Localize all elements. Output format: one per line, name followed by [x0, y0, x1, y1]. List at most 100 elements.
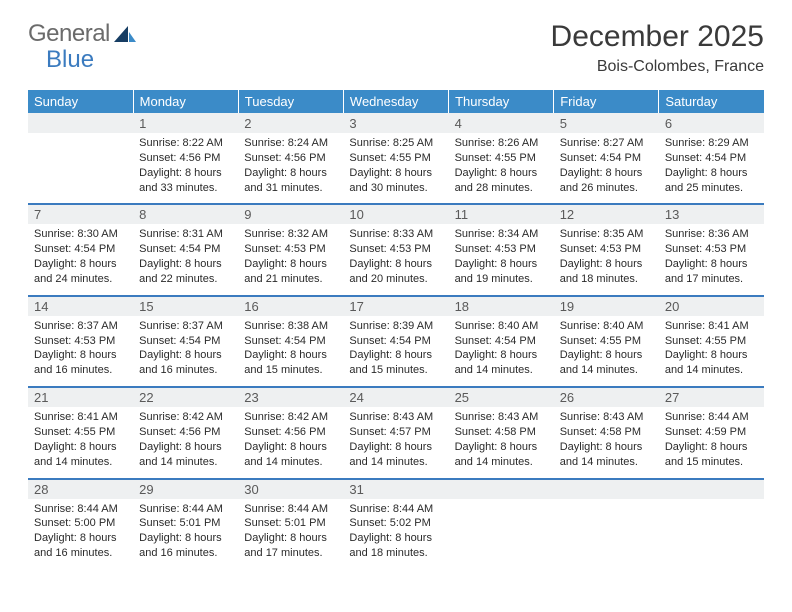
daylight-text: Daylight: 8 hours and 33 minutes. — [139, 166, 232, 196]
daylight-text: Daylight: 8 hours and 15 minutes. — [244, 348, 337, 378]
day-number-cell: 23 — [238, 387, 343, 407]
sunset-text: Sunset: 4:55 PM — [455, 151, 548, 166]
day-number-cell: 12 — [554, 204, 659, 224]
sunrise-text: Sunrise: 8:42 AM — [244, 410, 337, 425]
day-detail-cell: Sunrise: 8:32 AMSunset: 4:53 PMDaylight:… — [238, 224, 343, 295]
sunset-text: Sunset: 5:01 PM — [244, 516, 337, 531]
sunrise-text: Sunrise: 8:42 AM — [139, 410, 232, 425]
daylight-text: Daylight: 8 hours and 14 minutes. — [349, 440, 442, 470]
day-detail-cell: Sunrise: 8:41 AMSunset: 4:55 PMDaylight:… — [28, 407, 133, 478]
sunset-text: Sunset: 4:54 PM — [349, 334, 442, 349]
day-number-cell: 24 — [343, 387, 448, 407]
day-number-cell: 5 — [554, 113, 659, 133]
sunrise-text: Sunrise: 8:32 AM — [244, 227, 337, 242]
weekday-header: Thursday — [449, 90, 554, 113]
sunset-text: Sunset: 4:55 PM — [34, 425, 127, 440]
weekday-header: Wednesday — [343, 90, 448, 113]
sunrise-text: Sunrise: 8:37 AM — [34, 319, 127, 334]
daylight-text: Daylight: 8 hours and 30 minutes. — [349, 166, 442, 196]
daylight-text: Daylight: 8 hours and 17 minutes. — [244, 531, 337, 561]
daylight-text: Daylight: 8 hours and 20 minutes. — [349, 257, 442, 287]
day-detail-cell: Sunrise: 8:33 AMSunset: 4:53 PMDaylight:… — [343, 224, 448, 295]
weekday-header: Monday — [133, 90, 238, 113]
daylight-text: Daylight: 8 hours and 26 minutes. — [560, 166, 653, 196]
day-detail-cell: Sunrise: 8:34 AMSunset: 4:53 PMDaylight:… — [449, 224, 554, 295]
day-detail-cell: Sunrise: 8:40 AMSunset: 4:54 PMDaylight:… — [449, 316, 554, 387]
day-number-cell: 16 — [238, 296, 343, 316]
day-content-row: Sunrise: 8:30 AM Sunset: 4:54 PM Daylight:… — [28, 224, 764, 295]
daylight-text: Daylight: 8 hours and 16 minutes. — [139, 531, 232, 561]
day-number-row: 78910111213 — [28, 204, 764, 224]
logo-text-gray: General — [28, 20, 110, 48]
sunset-text: Sunset: 4:53 PM — [244, 242, 337, 257]
sunset-text: Sunset: 5:02 PM — [349, 516, 442, 531]
day-number-cell: 13 — [659, 204, 764, 224]
sunrise-text: Sunrise: 8:44 AM — [244, 502, 337, 517]
daylight-text: Daylight: 8 hours and 21 minutes. — [244, 257, 337, 287]
sunrise-text: Sunrise: 8:41 AM — [34, 410, 127, 425]
daylight-text: Daylight: 8 hours and 16 minutes. — [139, 348, 232, 378]
sunrise-text: Sunrise: 8:44 AM — [34, 502, 127, 517]
day-number-cell: 6 — [659, 113, 764, 133]
sunrise-text: Sunrise: 8:37 AM — [139, 319, 232, 334]
sunrise-text: Sunrise: 8:24 AM — [244, 136, 337, 151]
sunset-text: Sunset: 5:01 PM — [139, 516, 232, 531]
day-detail-cell: Sunrise: 8:22 AMSunset: 4:56 PMDaylight:… — [133, 133, 238, 204]
day-detail-cell — [449, 499, 554, 569]
daylight-text: Daylight: 8 hours and 19 minutes. — [455, 257, 548, 287]
sunset-text: Sunset: 4:58 PM — [560, 425, 653, 440]
day-detail-cell: Sunrise: 8:39 AMSunset: 4:54 PMDaylight:… — [343, 316, 448, 387]
sunrise-text: Sunrise: 8:30 AM — [34, 227, 127, 242]
day-detail-cell: Sunrise: 8:43 AMSunset: 4:57 PMDaylight:… — [343, 407, 448, 478]
day-number-cell — [659, 479, 764, 499]
sunset-text: Sunset: 4:54 PM — [560, 151, 653, 166]
day-number-cell: 1 — [133, 113, 238, 133]
day-number-cell: 25 — [449, 387, 554, 407]
daylight-text: Daylight: 8 hours and 16 minutes. — [34, 531, 127, 561]
day-detail-cell: Sunrise: 8:42 AMSunset: 4:56 PMDaylight:… — [238, 407, 343, 478]
day-detail-cell: Sunrise: 8:24 AMSunset: 4:56 PMDaylight:… — [238, 133, 343, 204]
day-number-cell: 7 — [28, 204, 133, 224]
sunset-text: Sunset: 4:54 PM — [139, 242, 232, 257]
daylight-text: Daylight: 8 hours and 18 minutes. — [349, 531, 442, 561]
day-number-cell: 17 — [343, 296, 448, 316]
weekday-header-row: Sunday Monday Tuesday Wednesday Thursday… — [28, 90, 764, 113]
sunrise-text: Sunrise: 8:35 AM — [560, 227, 653, 242]
day-detail-cell: Sunrise: 8:29 AMSunset: 4:54 PMDaylight:… — [659, 133, 764, 204]
day-number-cell: 4 — [449, 113, 554, 133]
sunrise-text: Sunrise: 8:26 AM — [455, 136, 548, 151]
sunset-text: Sunset: 4:56 PM — [244, 425, 337, 440]
sunrise-text: Sunrise: 8:44 AM — [139, 502, 232, 517]
sunrise-text: Sunrise: 8:34 AM — [455, 227, 548, 242]
sunset-text: Sunset: 4:59 PM — [665, 425, 758, 440]
day-number-cell: 29 — [133, 479, 238, 499]
day-number-cell: 22 — [133, 387, 238, 407]
day-number-cell: 28 — [28, 479, 133, 499]
weekday-header: Sunday — [28, 90, 133, 113]
day-number-cell: 3 — [343, 113, 448, 133]
sunset-text: Sunset: 4:56 PM — [139, 425, 232, 440]
sunset-text: Sunset: 4:53 PM — [349, 242, 442, 257]
sunrise-text: Sunrise: 8:25 AM — [349, 136, 442, 151]
day-detail-cell: Sunrise: 8:40 AMSunset: 4:55 PMDaylight:… — [554, 316, 659, 387]
day-detail-cell: Sunrise: 8:44 AMSunset: 4:59 PMDaylight:… — [659, 407, 764, 478]
day-detail-cell: Sunrise: 8:31 AMSunset: 4:54 PMDaylight:… — [133, 224, 238, 295]
sunset-text: Sunset: 4:54 PM — [665, 151, 758, 166]
logo: General Blue — [28, 20, 136, 74]
sunrise-text: Sunrise: 8:31 AM — [139, 227, 232, 242]
sunrise-text: Sunrise: 8:43 AM — [455, 410, 548, 425]
logo-text-blue: Blue — [46, 46, 136, 74]
sunset-text: Sunset: 4:53 PM — [455, 242, 548, 257]
day-detail-cell: Sunrise: 8:42 AMSunset: 4:56 PMDaylight:… — [133, 407, 238, 478]
day-content-row: Sunrise: 8:44 AMSunset: 5:00 PMDaylight:… — [28, 499, 764, 569]
day-detail-cell: Sunrise: 8:36 AMSunset: 4:53 PMDaylight:… — [659, 224, 764, 295]
logo-sail-icon — [114, 24, 136, 44]
sunrise-text: Sunrise: 8:27 AM — [560, 136, 653, 151]
day-detail-cell: Sunrise: 8:25 AMSunset: 4:55 PMDaylight:… — [343, 133, 448, 204]
day-number-row: 21222324252627 — [28, 387, 764, 407]
sunset-text: Sunset: 5:00 PM — [34, 516, 127, 531]
daylight-text: Daylight: 8 hours and 14 minutes. — [139, 440, 232, 470]
day-number-row: 14151617181920 — [28, 296, 764, 316]
day-detail-cell: Sunrise: 8:44 AMSunset: 5:01 PMDaylight:… — [133, 499, 238, 569]
daylight-text: Daylight: 8 hours and 16 minutes. — [34, 348, 127, 378]
